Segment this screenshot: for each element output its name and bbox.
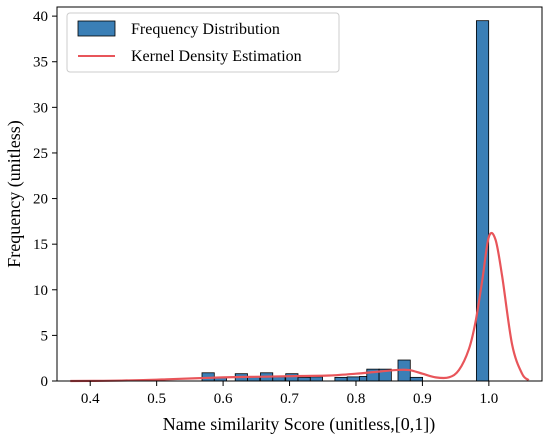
x-tick-label: 0.4 (81, 391, 100, 407)
x-tick-label: 0.5 (147, 391, 166, 407)
histogram-bar-9 (334, 376, 348, 382)
y-tick-label: 10 (33, 283, 48, 299)
y-tick-label: 15 (33, 237, 48, 253)
y-axis-label: Frequency (unitless) (4, 120, 25, 267)
x-tick-label: 0.8 (347, 391, 366, 407)
legend-box (66, 12, 340, 73)
kde-line (70, 231, 530, 383)
histogram-bar-8 (309, 376, 323, 382)
y-tick-label: 35 (33, 55, 48, 71)
y-tick-label: 20 (33, 192, 48, 208)
x-tick-label: 0.6 (214, 391, 233, 407)
histogram-bar-7 (297, 376, 311, 382)
x-tick-label: 0.9 (413, 391, 432, 407)
legend-label-frequency: Frequency Distribution (131, 21, 280, 38)
y-tick-label: 0 (41, 374, 49, 390)
histogram-bar-6 (285, 373, 299, 382)
plot-frame (56, 6, 543, 382)
histogram-bar-15 (409, 376, 423, 382)
histogram-bar-10 (346, 376, 360, 382)
legend-label-kde: Kernel Density Estimation (131, 48, 302, 65)
x-axis: 0.4 0.5 0.6 0.7 0.8 0.9 1.0 (81, 381, 498, 407)
kde-series (70, 231, 530, 383)
y-tick-label: 5 (41, 328, 49, 344)
y-tick-label: 30 (33, 100, 48, 116)
y-axis: 0 5 10 15 20 25 30 35 40 (33, 9, 57, 390)
legend: Frequency Distribution Kernel Density Es… (66, 12, 340, 73)
x-tick-label: 0.7 (280, 391, 299, 407)
x-tick-label: 1.0 (479, 391, 498, 407)
y-tick-label: 40 (33, 9, 48, 25)
y-tick-label: 25 (33, 146, 48, 162)
x-axis-label: Name similarity Score (unitless,[0,1]) (163, 414, 435, 435)
legend-swatch-frequency (77, 20, 116, 37)
histogram-bar-16 (475, 20, 490, 382)
